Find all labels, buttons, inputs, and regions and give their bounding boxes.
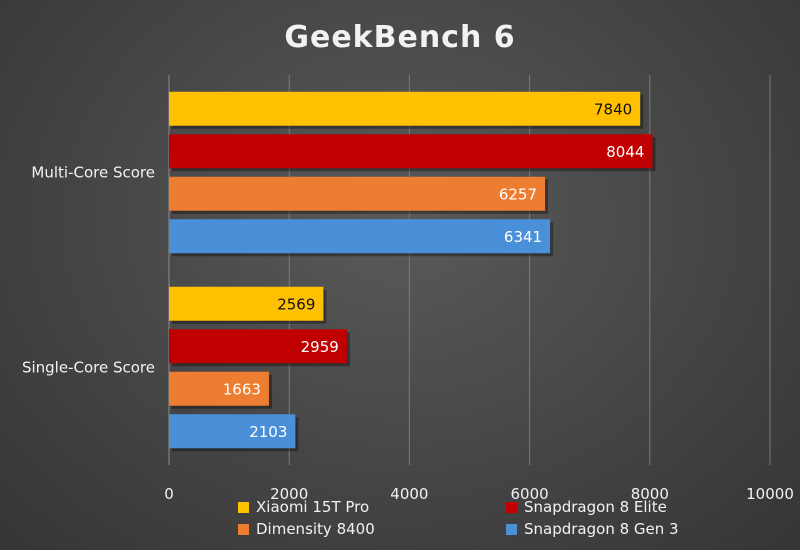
- x-tick-label: 2000: [270, 485, 308, 503]
- legend-item-dimensity-8400: Dimensity 8400: [238, 520, 506, 538]
- x-tick-label: 4000: [390, 485, 428, 503]
- legend-item-snapdragon-8-elite: Snapdragon 8 Elite: [506, 498, 718, 516]
- legend-swatch: [506, 523, 517, 535]
- data-label: 2569: [277, 295, 315, 313]
- legend-swatch: [506, 501, 517, 513]
- bar: [169, 329, 347, 364]
- bar: [169, 176, 546, 211]
- category-label: Single-Core Score: [22, 359, 155, 377]
- x-tick-label: 6000: [511, 485, 549, 503]
- chart-title: GeekBench 6: [284, 20, 516, 55]
- legend-label: Dimensity 8400: [256, 520, 375, 538]
- data-label: 6341: [504, 228, 542, 246]
- bar: [169, 371, 269, 406]
- bar: [169, 286, 324, 321]
- data-label: 6257: [499, 185, 537, 203]
- bar: [169, 134, 653, 169]
- bar: [169, 414, 296, 449]
- bar: [169, 219, 551, 254]
- legend-swatch: [238, 523, 249, 535]
- category-label: Multi-Core Score: [31, 164, 155, 182]
- data-label: 8044: [606, 143, 644, 161]
- data-label: 2959: [301, 338, 339, 356]
- bar: [169, 91, 641, 126]
- x-tick-label: 0: [164, 485, 174, 503]
- legend-label: Snapdragon 8 Elite: [524, 498, 667, 516]
- data-label: 2103: [249, 423, 287, 441]
- legend-label: Xiaomi 15T Pro: [256, 498, 370, 516]
- legend-item-xiaomi-15t-pro: Xiaomi 15T Pro: [238, 498, 506, 516]
- data-label: 7840: [594, 100, 632, 118]
- data-label: 1663: [223, 380, 261, 398]
- x-tick-label: 10000: [746, 485, 794, 503]
- chart-legend: Xiaomi 15T Pro Snapdragon 8 Elite Dimens…: [238, 498, 718, 538]
- legend-item-snapdragon-8-gen-3: Snapdragon 8 Gen 3: [506, 520, 718, 538]
- x-tick-label: 8000: [631, 485, 669, 503]
- legend-swatch: [238, 501, 249, 513]
- legend-label: Snapdragon 8 Gen 3: [524, 520, 679, 538]
